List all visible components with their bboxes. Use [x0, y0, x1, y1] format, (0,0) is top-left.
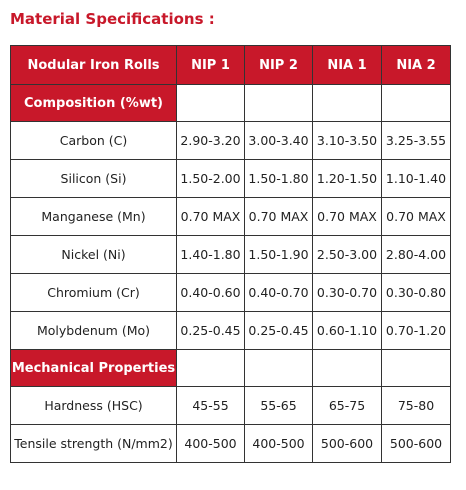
table-cell: 0.30-0.70 — [312, 273, 382, 312]
column-header-nia1: NIA 1 — [312, 45, 382, 85]
table-header-row: Nodular Iron Rolls NIP 1 NIP 2 NIA 1 NIA… — [10, 45, 451, 85]
column-header-nip1: NIP 1 — [176, 45, 245, 85]
table-cell: 1.50-2.00 — [176, 159, 245, 198]
section-row-mechanical: Mechanical Properties — [10, 349, 451, 387]
table-cell: 2.50-3.00 — [312, 235, 382, 274]
table-row: Manganese (Mn) 0.70 MAX 0.70 MAX 0.70 MA… — [10, 197, 451, 236]
table-cell: 0.70 MAX — [381, 197, 451, 236]
table-cell: 0.70 MAX — [312, 197, 382, 236]
table-cell: 45-55 — [176, 386, 245, 425]
table-cell: 3.10-3.50 — [312, 121, 382, 160]
table-cell: 0.70 MAX — [244, 197, 313, 236]
table-cell: 0.70-1.20 — [381, 311, 451, 350]
row-label: Molybdenum (Mo) — [10, 311, 177, 350]
table-cell: 2.90-3.20 — [176, 121, 245, 160]
table-row: Nickel (Ni) 1.40-1.80 1.50-1.90 2.50-3.0… — [10, 235, 451, 274]
empty-cell — [244, 84, 313, 122]
row-label: Hardness (HSC) — [10, 386, 177, 425]
table-cell: 75-80 — [381, 386, 451, 425]
table-row: Hardness (HSC) 45-55 55-65 65-75 75-80 — [10, 386, 451, 425]
empty-cell — [312, 349, 382, 387]
table-cell: 1.20-1.50 — [312, 159, 382, 198]
page-title: Material Specifications : — [10, 10, 215, 28]
table-cell: 400-500 — [176, 424, 245, 463]
row-label: Manganese (Mn) — [10, 197, 177, 236]
table-cell: 0.25-0.45 — [176, 311, 245, 350]
empty-cell — [176, 84, 245, 122]
table-cell: 3.00-3.40 — [244, 121, 313, 160]
table-cell: 65-75 — [312, 386, 382, 425]
column-header-nip2: NIP 2 — [244, 45, 313, 85]
specifications-table: Nodular Iron Rolls NIP 1 NIP 2 NIA 1 NIA… — [10, 45, 451, 463]
column-header-product: Nodular Iron Rolls — [10, 45, 177, 85]
empty-cell — [312, 84, 382, 122]
row-label: Carbon (C) — [10, 121, 177, 160]
table-cell: 1.50-1.90 — [244, 235, 313, 274]
table-cell: 55-65 — [244, 386, 313, 425]
table-cell: 0.60-1.10 — [312, 311, 382, 350]
section-label: Mechanical Properties — [10, 349, 177, 387]
column-header-nia2: NIA 2 — [381, 45, 451, 85]
table-row: Silicon (Si) 1.50-2.00 1.50-1.80 1.20-1.… — [10, 159, 451, 198]
row-label: Chromium (Cr) — [10, 273, 177, 312]
table-cell: 0.40-0.60 — [176, 273, 245, 312]
row-label: Nickel (Ni) — [10, 235, 177, 274]
table-cell: 400-500 — [244, 424, 313, 463]
empty-cell — [381, 349, 451, 387]
table-row: Carbon (C) 2.90-3.20 3.00-3.40 3.10-3.50… — [10, 121, 451, 160]
table-row: Tensile strength (N/mm2) 400-500 400-500… — [10, 424, 451, 463]
row-label: Silicon (Si) — [10, 159, 177, 198]
table-row: Molybdenum (Mo) 0.25-0.45 0.25-0.45 0.60… — [10, 311, 451, 350]
table-cell: 1.40-1.80 — [176, 235, 245, 274]
table-cell: 1.10-1.40 — [381, 159, 451, 198]
table-cell: 500-600 — [381, 424, 451, 463]
table-cell: 0.70 MAX — [176, 197, 245, 236]
table-cell: 0.30-0.80 — [381, 273, 451, 312]
table-cell: 2.80-4.00 — [381, 235, 451, 274]
table-cell: 0.40-0.70 — [244, 273, 313, 312]
table-row: Chromium (Cr) 0.40-0.60 0.40-0.70 0.30-0… — [10, 273, 451, 312]
row-label: Tensile strength (N/mm2) — [10, 424, 177, 463]
empty-cell — [381, 84, 451, 122]
section-row-composition: Composition (%wt) — [10, 84, 451, 122]
table-cell: 3.25-3.55 — [381, 121, 451, 160]
section-label: Composition (%wt) — [10, 84, 177, 122]
empty-cell — [176, 349, 245, 387]
table-cell: 0.25-0.45 — [244, 311, 313, 350]
table-cell: 500-600 — [312, 424, 382, 463]
table-cell: 1.50-1.80 — [244, 159, 313, 198]
empty-cell — [244, 349, 313, 387]
